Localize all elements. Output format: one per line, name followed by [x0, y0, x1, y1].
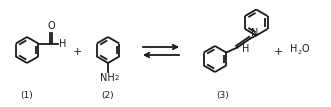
- Text: H: H: [290, 44, 297, 54]
- Text: (2): (2): [102, 91, 114, 100]
- Text: (3): (3): [216, 91, 229, 100]
- Text: 2: 2: [297, 50, 301, 54]
- Text: +: +: [273, 47, 283, 57]
- Text: H: H: [59, 39, 66, 48]
- Text: O: O: [47, 21, 55, 31]
- Text: O: O: [302, 44, 309, 54]
- Text: H: H: [242, 44, 250, 54]
- Text: (1): (1): [21, 91, 33, 100]
- Text: NH: NH: [100, 73, 115, 83]
- Text: +: +: [72, 47, 82, 57]
- Text: N: N: [251, 27, 259, 37]
- Text: 2: 2: [115, 74, 119, 80]
